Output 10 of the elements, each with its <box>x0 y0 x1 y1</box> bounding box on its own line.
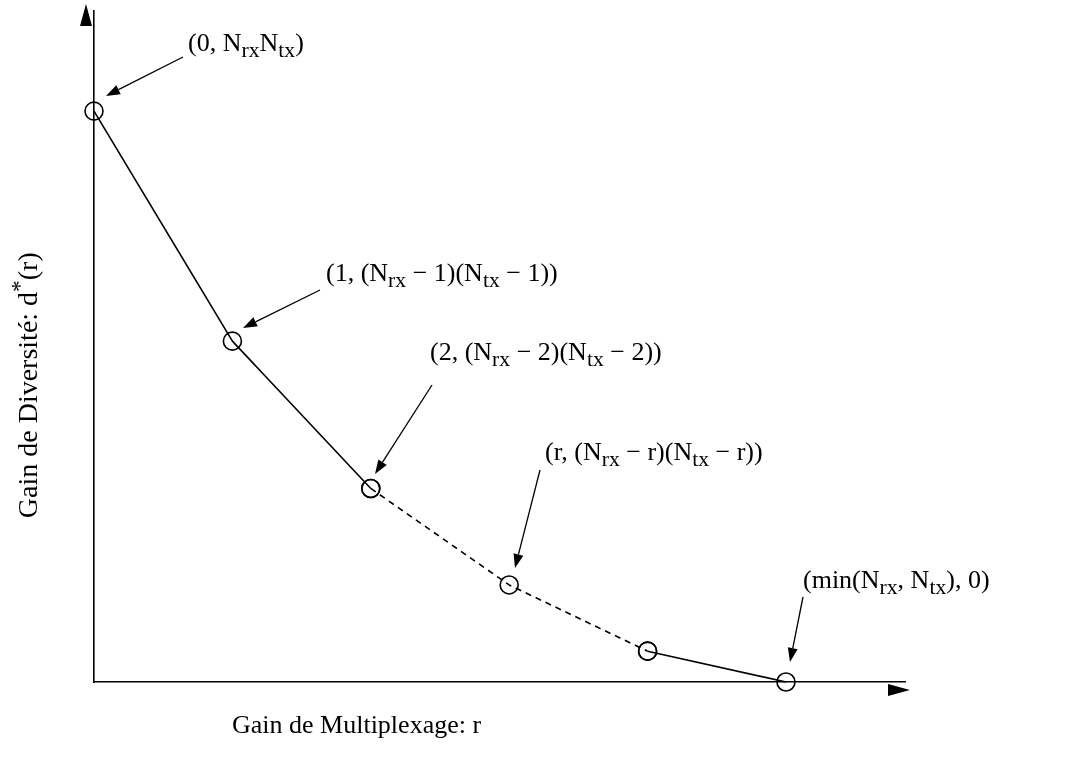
x-axis-title: Gain de Multiplexage: r <box>232 710 482 740</box>
point <box>776 672 796 692</box>
annotation: (r, (N$_{rx}$ − r)(N$_{tx}$ − r)) <box>545 437 763 473</box>
text: (0, N$_{rx}$N$_{tx}$) <box>188 28 304 64</box>
annotation: (min(N$_{rx}$, N$_{tx}$), 0) <box>803 565 990 601</box>
annotation: (2, (N$_{rx}$ − 2)(N$_{tx}$ − 2)) <box>430 337 662 373</box>
point <box>222 331 243 351</box>
point <box>499 575 519 595</box>
point <box>84 101 104 121</box>
annotation: (1, (N$_{rx}$ − 1)(N$_{tx}$ − 1)) <box>326 258 558 294</box>
